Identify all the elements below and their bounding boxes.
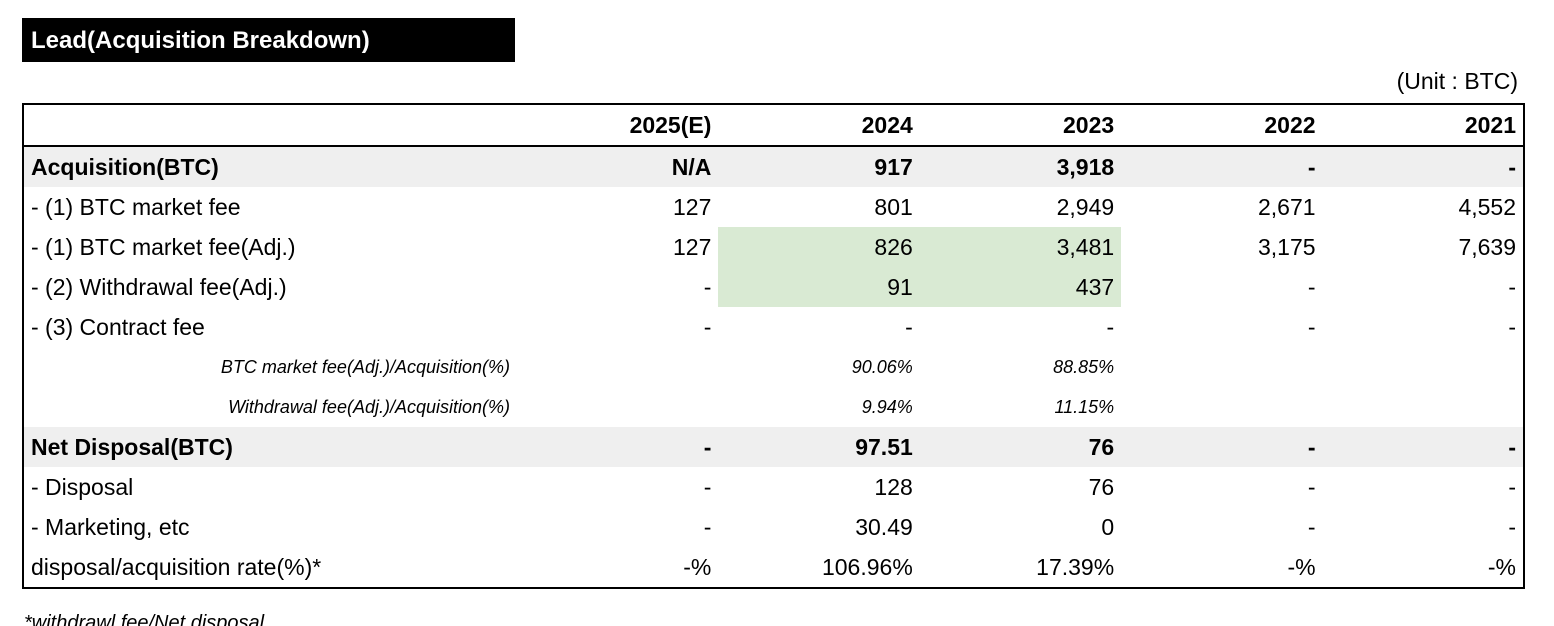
cell: 97.51 [855, 433, 913, 460]
cell: - [905, 313, 913, 340]
row-label: Acquisition(BTC) [31, 153, 219, 180]
row-label: disposal/acquisition rate(%)* [31, 553, 322, 580]
cell: - [1307, 153, 1316, 180]
cell: 0 [1101, 513, 1115, 540]
cell: 76 [1088, 473, 1115, 500]
cell: - [1508, 473, 1516, 500]
cell [1323, 387, 1524, 427]
column-header: 2022 [1121, 104, 1323, 147]
table-row: - (2) Withdrawal fee(Adj.) -91 437- - [23, 267, 1524, 307]
cell: 17.39% [1036, 553, 1115, 580]
cell: 2,671 [1258, 193, 1316, 220]
table-row: Net Disposal(BTC) - 97.51 76 - - [23, 427, 1524, 467]
cell: - [1508, 273, 1516, 300]
table-row: - Marketing, etc - 30.49 0 - - [23, 507, 1524, 547]
cell: 4,552 [1458, 193, 1516, 220]
cell [517, 347, 718, 387]
cell: - [1307, 433, 1316, 460]
cell: -% [1287, 553, 1316, 580]
cell: 2,949 [1056, 193, 1115, 220]
cell: 917 [874, 153, 913, 180]
cell: 90.06% [851, 356, 913, 377]
cell: 7,639 [1458, 233, 1516, 260]
cell: 128 [874, 473, 913, 500]
cell: - [703, 473, 712, 500]
cell: - [1508, 513, 1516, 540]
cell [1323, 347, 1524, 387]
row-label: BTC market fee(Adj.)/Acquisition(%) [220, 356, 510, 377]
cell: 91 [718, 267, 920, 307]
table-row: BTC market fee(Adj.)/Acquisition(%) 90.06… [23, 347, 1524, 387]
table-header: 2025(E) 2024 2023 2022 2021 [23, 104, 1524, 147]
cell: - [1307, 273, 1316, 300]
cell: - [1307, 513, 1316, 540]
cell: - [703, 513, 712, 540]
title: Lead(Acquisition Breakdown) [22, 18, 515, 62]
row-label: Withdrawal fee(Adj.)/Acquisition(%) [228, 396, 510, 417]
cell: 127 [673, 233, 712, 260]
unit-note: (Unit : BTC) [1396, 68, 1518, 94]
cell: - [1307, 313, 1316, 340]
cell: -% [683, 553, 712, 580]
column-header: 2021 [1322, 104, 1524, 147]
table-row: Withdrawal fee(Adj.)/Acquisition(%) 9.94%… [23, 387, 1524, 427]
cell: - [1508, 153, 1516, 180]
table-row: - (1) BTC market fee(Adj.) 127 826 3,481 3,1… [23, 227, 1524, 267]
cell: 88.85% [1053, 356, 1115, 377]
row-label: - (1) BTC market fee [31, 193, 241, 220]
cell: 3,918 [1056, 153, 1115, 180]
table-row: - Disposal - 128 76 - - [23, 467, 1524, 507]
breakdown-table: 2025(E) 2024 2023 2022 2021 Acquisition(BTC)… [22, 103, 1525, 589]
table-row: disposal/acquisition rate(%)* -% 106.96% 17… [23, 547, 1524, 588]
cell: - [1508, 433, 1516, 460]
cell [1121, 347, 1322, 387]
cell: - [1106, 313, 1115, 340]
row-label: - (3) Contract fee [31, 313, 205, 340]
cell: 3,175 [1258, 233, 1316, 260]
cell: - [703, 433, 712, 460]
cell: 3,481 [919, 227, 1122, 267]
column-header: 2023 [919, 104, 1122, 147]
row-label: - (2) Withdrawal fee(Adj.) [31, 273, 287, 300]
cell: 30.49 [855, 513, 913, 540]
footnote: *withdrawl fee/Net disposal [24, 612, 265, 626]
cell: 76 [1088, 433, 1115, 460]
column-header: 2025(E) [517, 104, 719, 147]
cell: - [1508, 313, 1516, 340]
cell: 801 [874, 193, 913, 220]
table-row: - (3) Contract fee - - - - - [23, 307, 1524, 347]
cell: -% [1487, 553, 1516, 580]
row-label: - Marketing, etc [31, 513, 190, 540]
cell: 437 [919, 267, 1122, 307]
row-label: - Disposal [31, 473, 134, 500]
cell: 127 [673, 193, 712, 220]
cell: 9.94% [861, 396, 913, 417]
cell [517, 387, 718, 427]
row-label: Net Disposal(BTC) [31, 433, 233, 460]
cell: - [703, 273, 712, 300]
cell: N/A [671, 153, 712, 180]
cell: 106.96% [821, 553, 913, 580]
cell [1121, 387, 1322, 427]
header-row: 2025(E) 2024 2023 2022 2021 [23, 104, 1524, 147]
cell: - [703, 313, 712, 340]
cell: 11.15% [1054, 396, 1115, 417]
header-corner [23, 104, 517, 147]
table-body: Acquisition(BTC) N/A 917 3,918 - - - (1) BTC m… [23, 146, 1524, 588]
column-header: 2024 [718, 104, 920, 147]
table-row: Acquisition(BTC) N/A 917 3,918 - - [23, 146, 1524, 187]
row-label: - (1) BTC market fee(Adj.) [31, 233, 296, 260]
cell: 826 [718, 227, 920, 267]
table-row: - (1) BTC market fee 127 801 2,949 2,671 4,55… [23, 187, 1524, 227]
cell: - [1307, 473, 1316, 500]
